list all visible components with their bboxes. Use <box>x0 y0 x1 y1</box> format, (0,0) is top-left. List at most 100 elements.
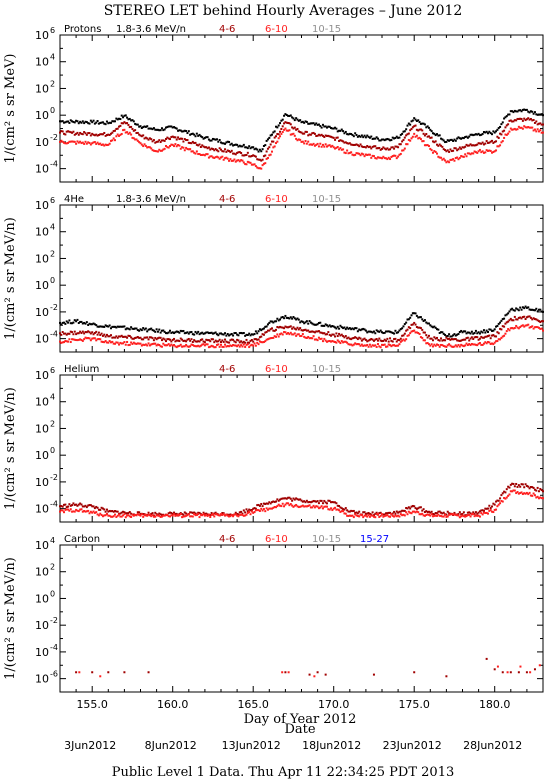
data-point <box>221 512 224 515</box>
data-point <box>521 127 524 130</box>
data-point <box>354 513 357 516</box>
data-point <box>491 151 494 154</box>
data-point <box>500 133 503 136</box>
data-point <box>364 512 367 515</box>
data-point <box>497 499 500 502</box>
data-point <box>136 511 139 514</box>
data-point <box>120 122 123 125</box>
data-point <box>63 141 66 144</box>
data-point <box>150 515 153 518</box>
data-point <box>59 510 61 513</box>
data-point <box>229 333 232 336</box>
data-point <box>97 514 100 517</box>
data-point <box>422 122 425 125</box>
data-point <box>305 120 308 123</box>
data-point <box>397 514 400 517</box>
data-point <box>273 505 276 508</box>
data-point <box>350 509 353 512</box>
data-point <box>539 487 542 490</box>
data-point <box>230 514 233 517</box>
data-point <box>245 333 248 336</box>
species-label: Carbon <box>64 534 100 545</box>
data-point <box>503 117 506 120</box>
data-point <box>68 121 71 124</box>
data-point <box>328 508 331 511</box>
data-point <box>379 139 382 142</box>
data-point <box>279 130 282 133</box>
data-point <box>304 140 307 143</box>
data-point <box>148 137 151 140</box>
y-tick-exponent: 4 <box>50 223 55 232</box>
data-point <box>309 501 312 504</box>
data-point <box>297 318 300 321</box>
data-point <box>347 133 350 136</box>
data-point <box>67 130 70 133</box>
data-point <box>218 138 221 141</box>
data-point <box>366 512 369 515</box>
data-point <box>76 339 79 342</box>
data-point <box>107 122 110 125</box>
data-point <box>375 338 378 341</box>
data-point <box>346 341 349 344</box>
data-point <box>427 510 430 513</box>
data-point <box>405 134 408 137</box>
data-point <box>163 330 166 333</box>
data-point <box>64 503 67 506</box>
data-point <box>354 153 357 156</box>
data-point <box>320 499 323 502</box>
data-point <box>246 151 249 154</box>
data-point <box>96 333 99 336</box>
data-point <box>453 345 456 348</box>
data-point <box>450 513 453 516</box>
data-point <box>254 147 257 150</box>
data-point <box>229 344 232 347</box>
data-point <box>297 328 300 331</box>
data-point <box>245 343 248 346</box>
data-point <box>440 337 443 340</box>
data-point <box>440 343 443 346</box>
data-point <box>138 133 141 136</box>
data-point <box>273 136 276 139</box>
data-point <box>393 515 396 518</box>
data-point <box>315 122 318 125</box>
data-point <box>177 330 180 333</box>
data-point <box>135 513 138 516</box>
data-point <box>206 136 209 139</box>
data-point <box>359 344 362 347</box>
data-point <box>478 142 481 145</box>
data-point <box>394 512 397 515</box>
data-point <box>189 339 192 342</box>
data-point <box>270 327 273 330</box>
data-point <box>112 515 115 518</box>
data-point <box>173 145 176 148</box>
data-point <box>474 151 477 154</box>
data-point <box>292 333 295 336</box>
data-point <box>403 130 406 133</box>
data-point <box>134 129 137 132</box>
data-point <box>448 337 451 340</box>
data-point <box>397 344 400 347</box>
data-point <box>331 136 334 139</box>
data-point <box>258 336 261 339</box>
data-point <box>73 503 76 506</box>
data-point <box>477 511 480 514</box>
data-point <box>155 128 158 131</box>
data-point <box>355 134 358 137</box>
data-point <box>363 134 366 137</box>
data-point <box>215 343 218 346</box>
data-point <box>151 514 154 517</box>
data-point <box>160 345 163 348</box>
data-point <box>299 327 302 330</box>
data-point <box>334 506 337 509</box>
data-point <box>85 142 88 145</box>
data-point <box>362 511 365 514</box>
data-point <box>289 114 292 117</box>
data-point <box>542 123 544 126</box>
data-point <box>501 500 504 503</box>
data-point <box>473 331 476 334</box>
data-point <box>293 498 296 501</box>
data-point <box>517 109 520 112</box>
data-point <box>509 671 512 674</box>
data-point <box>260 167 263 170</box>
data-point <box>175 512 178 515</box>
